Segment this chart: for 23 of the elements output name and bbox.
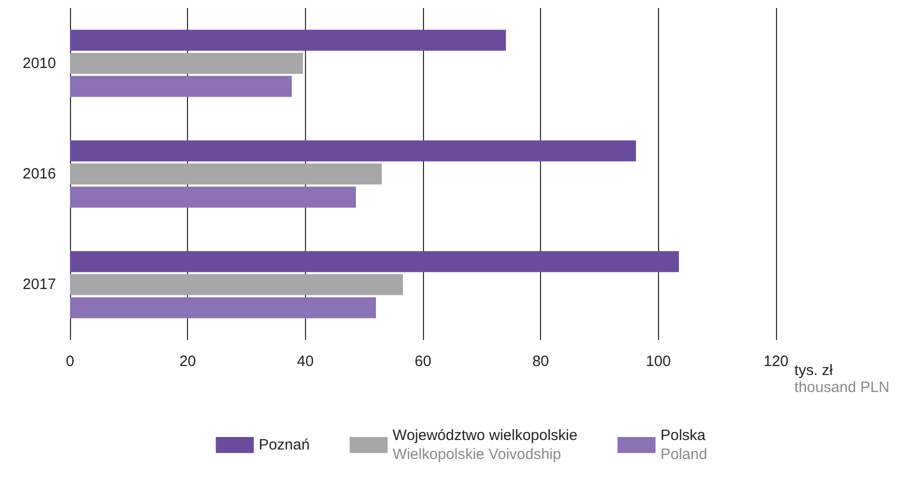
bar <box>70 297 376 318</box>
bar <box>70 186 356 208</box>
y-tick-label: 2016 <box>22 166 56 182</box>
x-tick-label: 80 <box>532 353 550 370</box>
x-tick-label: 0 <box>66 353 74 370</box>
x-tick-label: 120 <box>763 353 789 370</box>
bar <box>70 76 292 97</box>
y-tick-label: 2017 <box>22 276 56 294</box>
x-axis-title: tys. zł thousand PLN <box>794 362 890 396</box>
legend-label: Poznań <box>258 436 310 454</box>
legend-label: Polska Poland <box>660 427 708 463</box>
bar <box>70 164 382 184</box>
bar <box>70 140 636 162</box>
bar <box>70 251 679 272</box>
bar <box>70 274 403 296</box>
bar <box>70 52 303 74</box>
bar <box>70 30 506 51</box>
y-tick-label: 2010 <box>22 54 56 72</box>
x-tick-label: 40 <box>296 353 314 370</box>
x-tick-label: 20 <box>179 353 196 370</box>
legend-label: Województwo wielkopolskie Wielkopolskie Voivodship <box>392 427 578 463</box>
x-tick-label: 100 <box>646 353 671 370</box>
x-tick-label: 60 <box>414 353 432 370</box>
